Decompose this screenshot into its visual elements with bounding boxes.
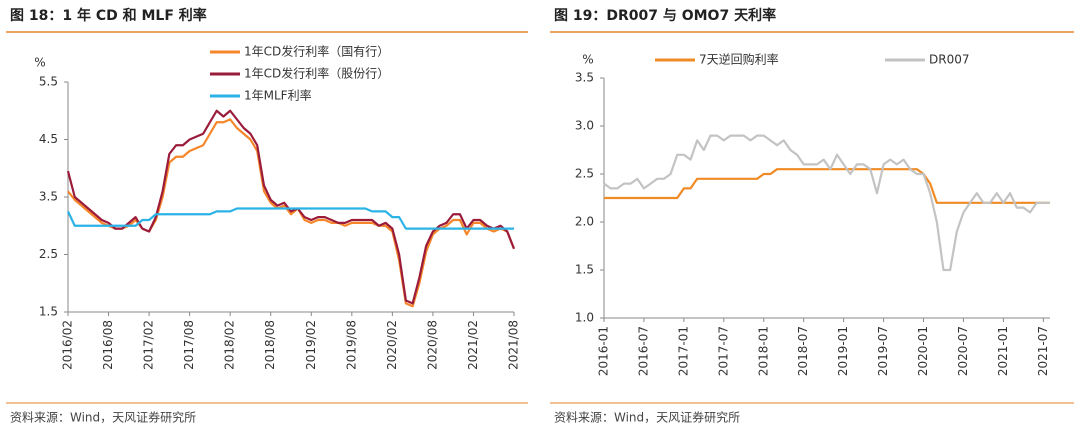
x-tick-label: 2019/02	[304, 320, 318, 370]
x-tick-label: 2019-07	[876, 326, 890, 376]
source: 资料来源：Wind，天风证券研究所	[554, 410, 740, 425]
x-tick-label: 2018/08	[263, 320, 277, 370]
x-tick-label: 2020-07	[956, 326, 970, 376]
x-tick-label: 2016/08	[101, 320, 115, 370]
x-tick-label: 2021-07	[1036, 326, 1050, 376]
y-tick-label: 3.5	[575, 71, 594, 85]
x-tick-label: 2019-01	[836, 326, 850, 376]
chart-title: 图 19：DR007 与 OMO7 天利率	[554, 7, 776, 24]
x-tick-label: 2017/02	[142, 320, 156, 370]
x-tick-label: 2018-01	[756, 326, 770, 376]
x-tick-label: 2016-01	[597, 326, 611, 376]
legend-label: 7天逆回购利率	[699, 52, 779, 67]
x-tick-label: 2020/08	[425, 320, 439, 370]
series-line	[66, 109, 516, 305]
y-tick-label: 4.5	[39, 132, 58, 146]
y-axis-label: %	[34, 56, 45, 70]
series-line	[603, 134, 1050, 272]
chart-title: 图 18：1 年 CD 和 MLF 利率	[10, 7, 207, 24]
legend-label: 1年MLF利率	[244, 88, 312, 103]
y-tick-label: 1.5	[39, 305, 58, 319]
x-tick-label: 2021/08	[507, 320, 521, 370]
legend-label: 1年CD发行利率（股份行）	[244, 66, 389, 81]
y-tick-label: 2.5	[575, 167, 594, 181]
y-tick-label: 2.0	[575, 215, 594, 229]
x-tick-label: 2021-01	[996, 326, 1010, 376]
x-tick-label: 2016/02	[61, 320, 75, 370]
legend-label: DR007	[929, 53, 969, 67]
x-tick-label: 2017-01	[676, 326, 690, 376]
y-tick-label: 3.5	[39, 190, 58, 204]
x-tick-label: 2018-07	[796, 326, 810, 376]
x-tick-label: 2020/02	[385, 320, 399, 370]
x-tick-label: 2020-01	[916, 326, 930, 376]
y-tick-label: 1.5	[575, 263, 594, 277]
x-tick-label: 2019/08	[344, 320, 358, 370]
x-tick-label: 2018/02	[223, 320, 237, 370]
x-tick-label: 2017/08	[182, 320, 196, 370]
y-axis-label: %	[582, 53, 593, 67]
series-line	[604, 168, 1050, 204]
y-tick-label: 1.0	[575, 311, 594, 325]
x-tick-label: 2017-07	[716, 326, 730, 376]
source: 资料来源：Wind，天风证券研究所	[10, 410, 196, 425]
y-tick-label: 3.0	[575, 119, 594, 133]
legend-label: 1年CD发行利率（国有行）	[244, 44, 389, 59]
y-tick-label: 2.5	[39, 247, 58, 261]
x-tick-label: 2016-07	[636, 326, 650, 376]
y-tick-label: 5.5	[39, 75, 58, 89]
series-line	[67, 207, 514, 230]
x-tick-label: 2021/02	[466, 320, 480, 370]
